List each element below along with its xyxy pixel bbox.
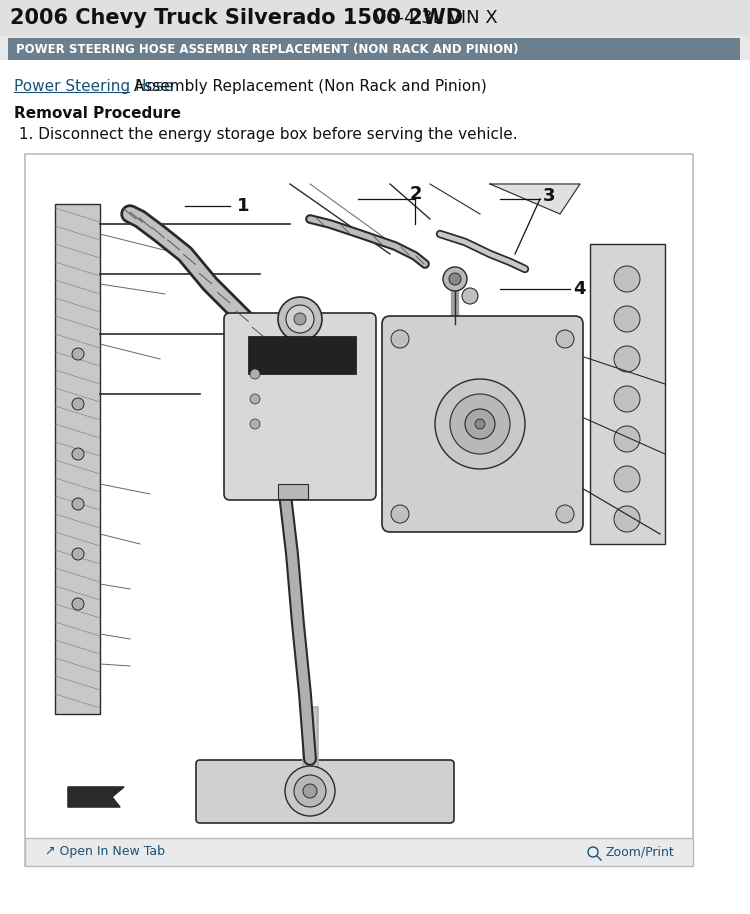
Circle shape <box>72 498 84 510</box>
Text: 4: 4 <box>573 280 586 298</box>
Circle shape <box>614 466 640 492</box>
Circle shape <box>475 419 485 429</box>
Circle shape <box>286 305 314 333</box>
Circle shape <box>278 297 322 341</box>
Bar <box>25 154 693 866</box>
Text: 2006 Chevy Truck Silverado 1500 2WD: 2006 Chevy Truck Silverado 1500 2WD <box>10 8 463 28</box>
Text: Assembly Replacement (Non Rack and Pinion): Assembly Replacement (Non Rack and Pinio… <box>129 79 487 93</box>
Circle shape <box>391 505 409 523</box>
Circle shape <box>285 766 335 816</box>
Polygon shape <box>490 184 580 214</box>
FancyBboxPatch shape <box>382 316 583 532</box>
Circle shape <box>303 784 317 798</box>
Circle shape <box>614 306 640 332</box>
Circle shape <box>462 288 478 304</box>
Circle shape <box>614 266 640 292</box>
Circle shape <box>465 409 495 439</box>
Circle shape <box>72 448 84 460</box>
Text: 2: 2 <box>410 185 422 203</box>
Circle shape <box>449 273 461 285</box>
Circle shape <box>294 775 326 807</box>
Circle shape <box>443 267 467 291</box>
Bar <box>25 838 693 866</box>
Bar <box>55 204 100 714</box>
Circle shape <box>556 505 574 523</box>
FancyBboxPatch shape <box>224 313 376 500</box>
Text: Removal Procedure: Removal Procedure <box>14 107 181 122</box>
Circle shape <box>435 379 525 469</box>
Circle shape <box>250 394 260 404</box>
Text: 3: 3 <box>543 187 556 205</box>
Circle shape <box>250 419 260 429</box>
Circle shape <box>250 369 260 379</box>
Circle shape <box>72 348 84 360</box>
Circle shape <box>72 598 84 610</box>
Bar <box>248 336 356 374</box>
Bar <box>0 0 750 36</box>
Circle shape <box>556 330 574 348</box>
Bar <box>8 38 740 60</box>
Circle shape <box>614 386 640 412</box>
Circle shape <box>391 330 409 348</box>
Text: 1: 1 <box>237 197 250 215</box>
Circle shape <box>614 346 640 372</box>
Bar <box>590 244 665 544</box>
Bar <box>278 484 308 499</box>
Text: POWER STEERING HOSE ASSEMBLY REPLACEMENT (NON RACK AND PINION): POWER STEERING HOSE ASSEMBLY REPLACEMENT… <box>16 42 518 56</box>
Circle shape <box>450 394 510 454</box>
Text: ↗ Open In New Tab: ↗ Open In New Tab <box>45 845 165 858</box>
Circle shape <box>614 426 640 452</box>
FancyBboxPatch shape <box>196 760 454 823</box>
Polygon shape <box>68 787 124 807</box>
Circle shape <box>72 548 84 560</box>
Text: V6-4.3L VIN X: V6-4.3L VIN X <box>368 9 498 27</box>
Text: Zoom/Print: Zoom/Print <box>605 845 674 858</box>
Circle shape <box>72 398 84 410</box>
Circle shape <box>614 506 640 532</box>
Circle shape <box>294 313 306 325</box>
Text: Power Steering Hose: Power Steering Hose <box>14 79 173 93</box>
Text: 1. Disconnect the energy storage box before serving the vehicle.: 1. Disconnect the energy storage box bef… <box>14 127 518 143</box>
